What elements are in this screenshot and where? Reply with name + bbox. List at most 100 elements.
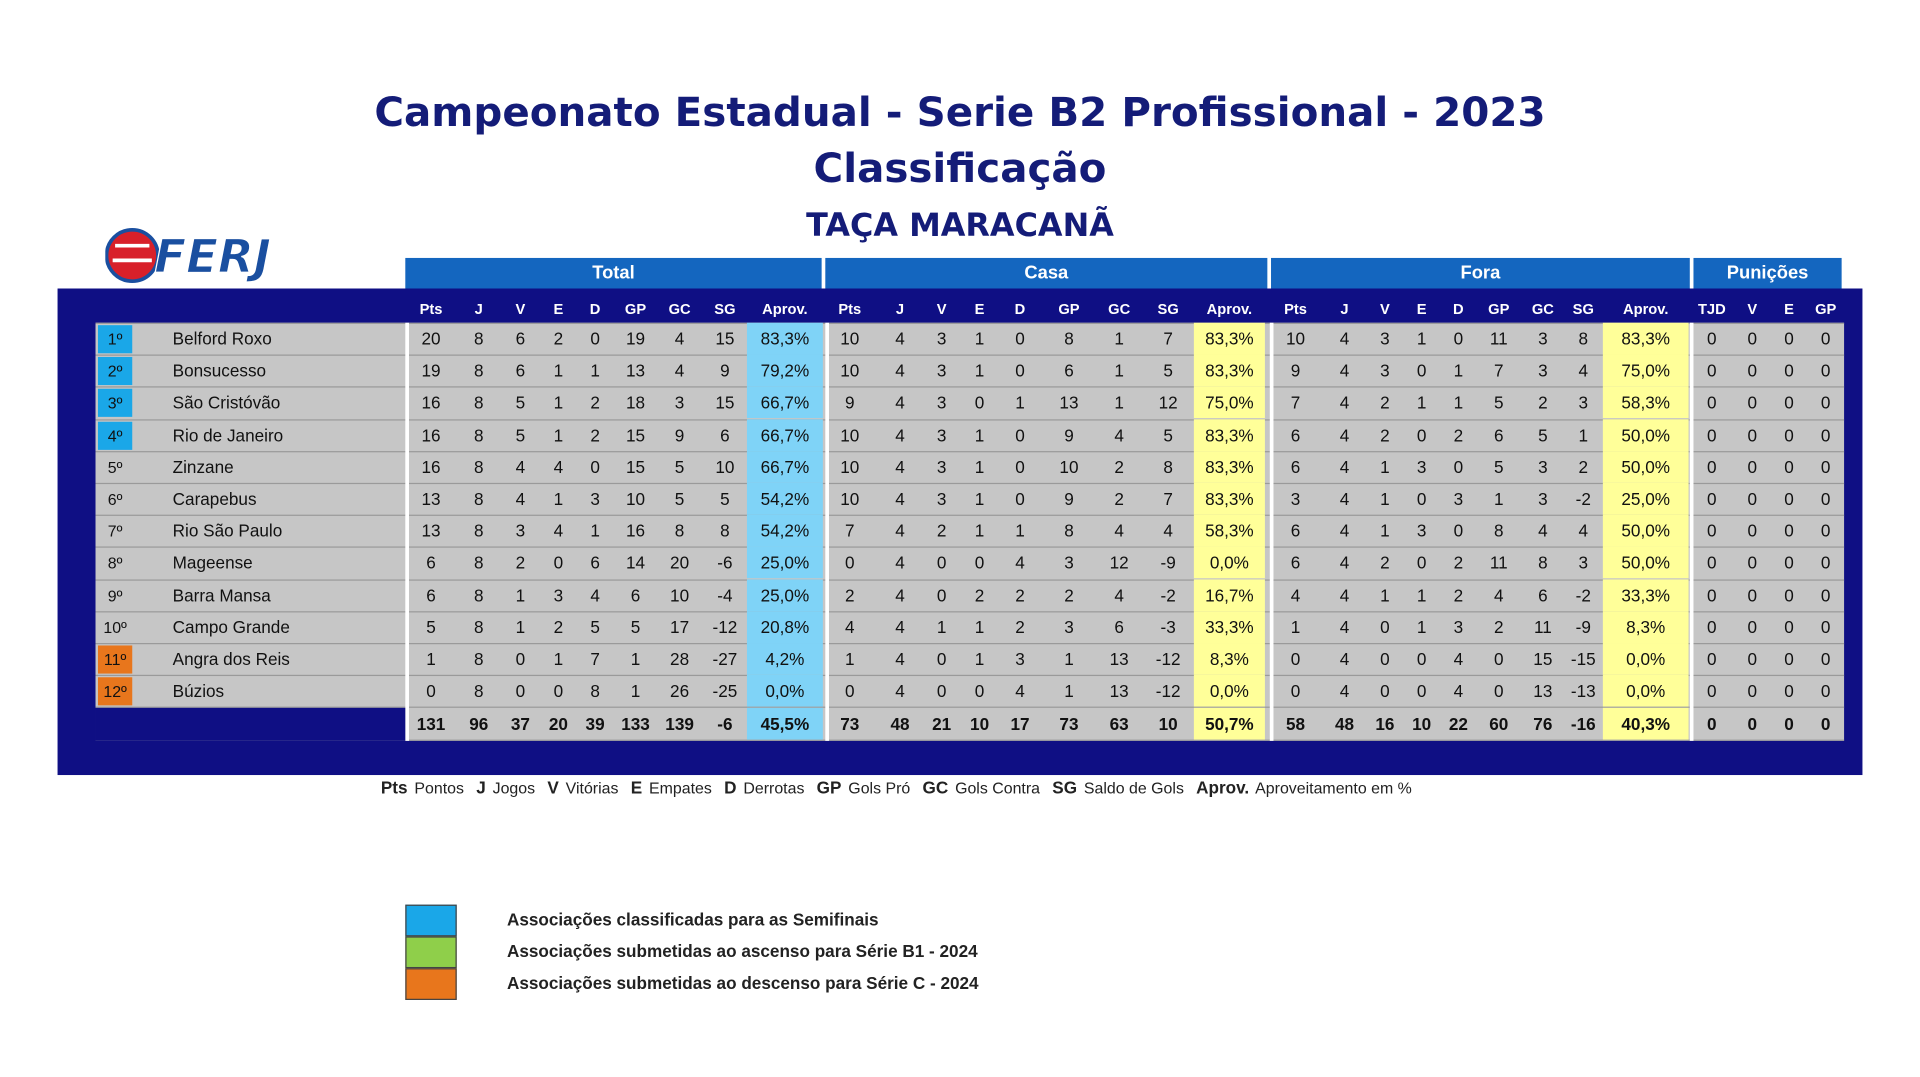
- team-name: Belford Roxo: [172, 328, 272, 349]
- stat-casa-4: 0: [1015, 328, 1025, 349]
- stat-casa-7: -9: [1160, 552, 1176, 573]
- stat-pun-2: 0: [1784, 360, 1794, 381]
- group-header-fora: Fora: [1271, 257, 1690, 289]
- row-divider: [95, 386, 1845, 388]
- stat-fora-7: 4: [1578, 520, 1589, 541]
- stat-total-2: 2: [515, 552, 526, 573]
- stat-fora-7: -9: [1575, 617, 1591, 637]
- total-pun-0: 0: [1707, 713, 1717, 734]
- stat-casa-1: 4: [895, 520, 905, 541]
- stat-total-4: 6: [590, 552, 600, 573]
- stat-fora-6: 2: [1538, 392, 1548, 412]
- stat-pun-3: 0: [1820, 520, 1831, 541]
- stat-casa-3: 0: [974, 680, 985, 701]
- row-divider: [95, 579, 1845, 581]
- column-header-total-0: Pts: [419, 300, 443, 318]
- stat-casa-3: 1: [974, 617, 985, 637]
- stat-casa-8: 16,7%: [1193, 579, 1265, 612]
- stat-pun-2: 0: [1784, 649, 1794, 669]
- stat-total-3: 4: [553, 457, 564, 477]
- stat-total-5: 10: [625, 488, 646, 509]
- stat-casa-7: 7: [1163, 488, 1173, 509]
- stat-casa-3: 1: [974, 360, 985, 381]
- stat-total-7: 9: [720, 360, 730, 381]
- stat-fora-5: 0: [1493, 649, 1504, 669]
- stat-casa-0: 1: [845, 649, 855, 669]
- stat-casa-3: 1: [974, 425, 985, 445]
- stat-pun-1: 0: [1747, 488, 1758, 509]
- abbr-meaning: Gols Contra: [950, 778, 1041, 798]
- stat-total-3: 1: [553, 425, 564, 445]
- stat-fora-4: 3: [1453, 488, 1464, 509]
- column-header-casa-7: SG: [1157, 300, 1179, 318]
- stat-fora-7: -2: [1575, 585, 1591, 606]
- stat-pun-2: 0: [1784, 552, 1794, 573]
- stat-casa-1: 4: [895, 617, 905, 637]
- total-casa-3: 10: [970, 713, 990, 734]
- stat-pun-3: 0: [1820, 425, 1831, 445]
- stat-total-7: 10: [715, 457, 735, 477]
- stat-total-5: 5: [630, 617, 641, 637]
- column-header-fora-7: SG: [1572, 300, 1594, 318]
- column-header-total-5: GP: [624, 300, 647, 318]
- stat-casa-5: 8: [1064, 520, 1074, 541]
- stat-pun-0: 0: [1707, 552, 1717, 573]
- total-casa-4: 17: [1010, 713, 1030, 734]
- stat-casa-8: 75,0%: [1193, 386, 1265, 419]
- column-header-punicoes-1: V: [1747, 300, 1758, 318]
- total-casa-1: 48: [890, 713, 910, 734]
- stat-fora-7: -13: [1570, 680, 1596, 701]
- stat-total-5: 19: [625, 328, 646, 349]
- stat-total-2: 3: [515, 520, 526, 541]
- group-header-punicoes: Punições: [1693, 257, 1842, 289]
- stat-pun-3: 0: [1820, 457, 1831, 477]
- stat-pun-2: 0: [1784, 328, 1794, 349]
- stat-pun-2: 0: [1784, 617, 1794, 637]
- rank-badge: 9º: [107, 586, 123, 606]
- stat-casa-7: 5: [1163, 425, 1173, 445]
- stat-total-4: 0: [590, 328, 600, 349]
- stat-fora-4: 1: [1453, 392, 1464, 412]
- stat-total-3: 2: [553, 328, 564, 349]
- stat-casa-8: 83,3%: [1193, 451, 1265, 483]
- stat-casa-6: 1: [1114, 328, 1124, 349]
- team-name: Campo Grande: [172, 617, 290, 637]
- legend-swatch: [405, 968, 457, 1000]
- stat-fora-2: 0: [1380, 617, 1390, 637]
- stat-pun-3: 0: [1820, 617, 1831, 637]
- stat-pun-1: 0: [1747, 680, 1758, 701]
- abbr-key: Pts: [380, 777, 408, 798]
- rank-badge: 11º: [97, 645, 133, 674]
- abbr-key: D: [724, 777, 737, 798]
- total-casa-8: 50,7%: [1193, 707, 1265, 740]
- stat-casa-0: 0: [845, 552, 855, 573]
- stat-casa-5: 3: [1064, 552, 1074, 573]
- stat-total-7: -4: [717, 585, 733, 606]
- stat-fora-5: 4: [1493, 585, 1504, 606]
- stat-casa-4: 1: [1015, 392, 1025, 412]
- stat-pun-3: 0: [1820, 680, 1831, 701]
- stat-fora-8: 8,3%: [1602, 611, 1689, 644]
- stat-fora-2: 3: [1380, 328, 1390, 349]
- column-header-fora-1: J: [1340, 300, 1349, 318]
- stat-pun-3: 0: [1820, 649, 1831, 669]
- rank-badge: 2º: [97, 356, 133, 386]
- stat-total-8: 0,0%: [746, 674, 823, 707]
- total-total-0: 131: [416, 713, 446, 734]
- stat-total-2: 6: [515, 360, 526, 381]
- abbreviation-legend: Pts Pontos J Jogos V Vitórias E Empates D De…: [381, 777, 1412, 797]
- stat-fora-1: 4: [1339, 585, 1350, 606]
- stat-fora-2: 1: [1380, 488, 1390, 509]
- stat-total-3: 1: [553, 488, 564, 509]
- stat-total-5: 16: [625, 520, 646, 541]
- stat-casa-8: 0,0%: [1193, 674, 1265, 707]
- total-fora-5: 60: [1489, 713, 1509, 734]
- column-header-fora-0: Pts: [1284, 300, 1307, 318]
- page-title: Campeonato Estadual - Serie B2 Profissio…: [374, 88, 1546, 136]
- stat-total-6: 4: [674, 328, 685, 349]
- stat-total-6: 3: [674, 392, 685, 412]
- total-casa-6: 63: [1109, 713, 1129, 734]
- stat-pun-1: 0: [1747, 360, 1758, 381]
- stat-fora-5: 2: [1493, 617, 1504, 637]
- stat-casa-6: 4: [1114, 585, 1124, 606]
